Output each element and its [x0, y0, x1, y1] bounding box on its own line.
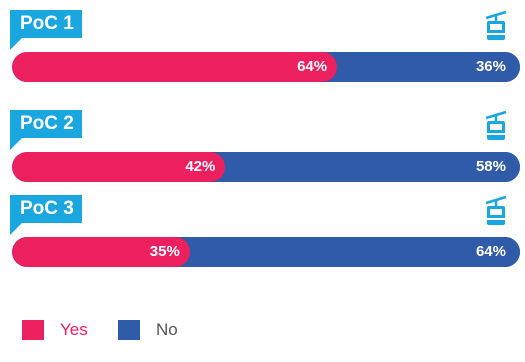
- gondola-lift-icon: [484, 195, 508, 227]
- legend-swatch-no: [118, 320, 140, 340]
- bar-track: 36% 64%: [12, 52, 520, 82]
- bar-no: 36%: [337, 52, 520, 82]
- label-tail: [10, 223, 22, 235]
- bar-no: 58%: [225, 152, 520, 182]
- bar-row: PoC 3 64% 35%: [0, 195, 525, 275]
- category-label: PoC 2: [10, 110, 82, 138]
- bar-track: 58% 42%: [12, 152, 520, 182]
- bar-row: PoC 2 58% 42%: [0, 110, 525, 190]
- legend-label-yes: Yes: [60, 320, 88, 339]
- legend-label-no: No: [156, 320, 178, 339]
- bar-track: 64% 35%: [12, 237, 520, 267]
- bar-row: PoC 1 36% 64%: [0, 10, 525, 90]
- category-label: PoC 3: [10, 195, 82, 223]
- bar-no: 64%: [194, 237, 520, 267]
- bar-yes: 64%: [12, 52, 338, 82]
- legend-swatch-yes: [22, 320, 44, 340]
- label-tail: [10, 138, 22, 150]
- category-label: PoC 1: [10, 10, 82, 38]
- bar-yes: 42%: [12, 152, 226, 182]
- gondola-lift-icon: [484, 10, 508, 42]
- gondola-lift-icon: [484, 110, 508, 142]
- bar-yes: 35%: [12, 237, 190, 267]
- label-tail: [10, 38, 22, 50]
